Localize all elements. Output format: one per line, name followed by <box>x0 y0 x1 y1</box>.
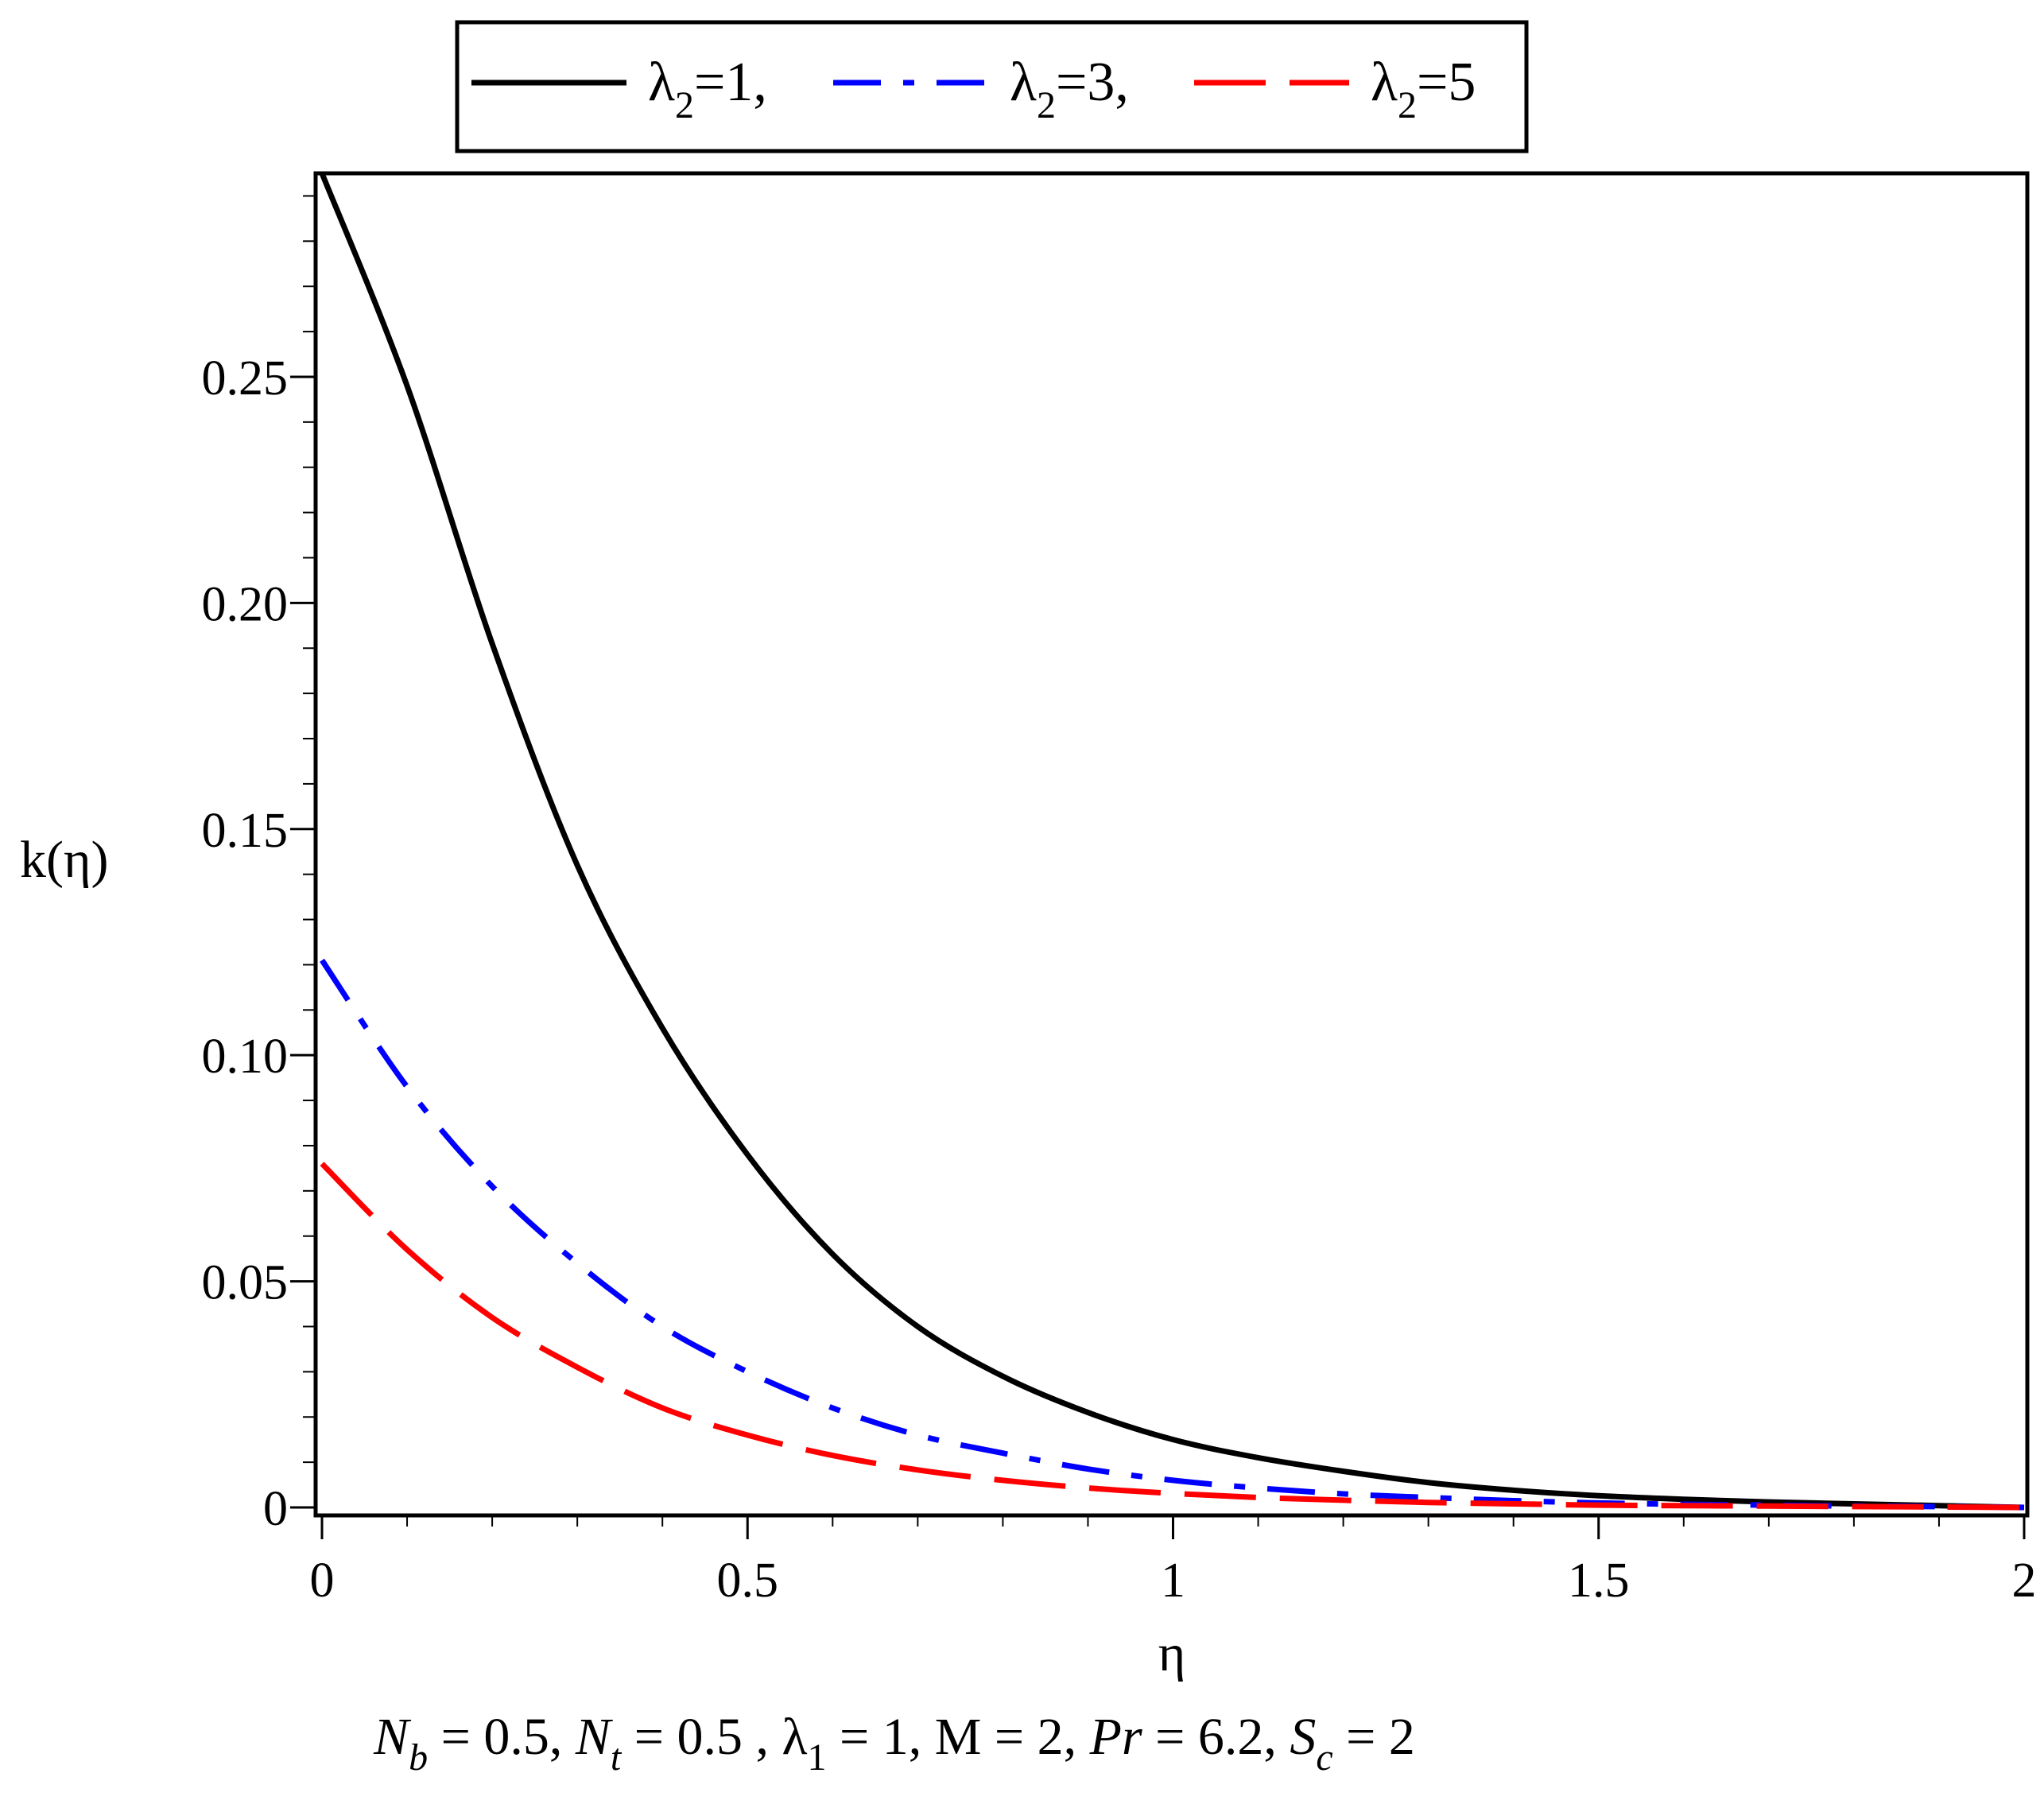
x-tick-label: 0.5 <box>717 1554 779 1608</box>
legend: λ2=1, λ2=3, λ2=5 <box>455 20 1529 153</box>
series-line-3 <box>320 1162 2025 1511</box>
y-tick-label: 0.10 <box>202 1030 289 1084</box>
y-tick-label: 0.25 <box>202 351 289 405</box>
series-layer <box>319 172 2025 1511</box>
y-tick-labels: 0 0.05 0.10 0.15 0.20 0.25 <box>202 351 289 1536</box>
x-tick-labels: 0 0.5 1 1.5 2 <box>310 1554 2037 1608</box>
y-axis-label: k(η) <box>20 831 108 889</box>
x-axis-label: η <box>1158 1624 1186 1682</box>
y-tick-label: 0.20 <box>202 577 289 631</box>
x-tick-label: 0 <box>310 1554 335 1608</box>
major-ticks <box>290 375 2026 1539</box>
series-line-1 <box>319 172 2025 1511</box>
legend-label-1: λ2=1, <box>648 52 767 126</box>
y-tick-label: 0.15 <box>202 804 289 858</box>
parameter-annotation: Nb = 0.5, Nt = 0.5 , λ1 = 1, M = 2, Pr =… <box>373 1708 1415 1779</box>
y-tick-label: 0.05 <box>202 1256 289 1310</box>
y-tick-label: 0 <box>263 1482 288 1536</box>
legend-label-2: λ2=3, <box>1010 52 1129 126</box>
x-tick-label: 1.5 <box>1568 1554 1630 1608</box>
plot-frame <box>313 171 2030 1518</box>
legend-label-3: λ2=5 <box>1371 52 1476 126</box>
legend-box <box>455 20 1529 153</box>
x-tick-label: 1 <box>1161 1554 1185 1608</box>
x-tick-label: 2 <box>2012 1554 2037 1608</box>
